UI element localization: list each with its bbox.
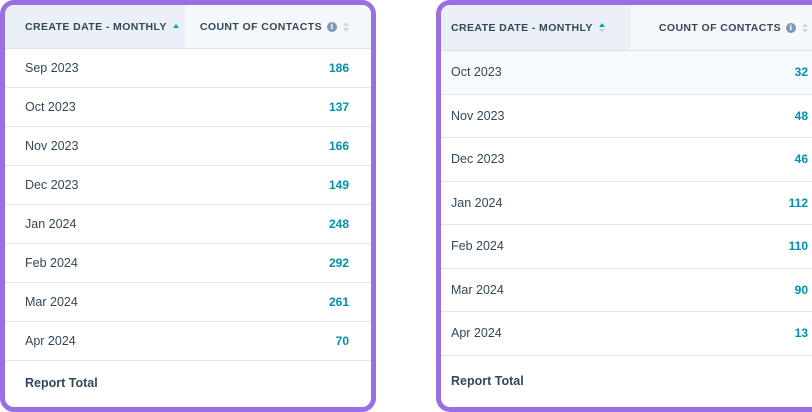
sort-icon[interactable] bbox=[343, 21, 349, 32]
table-row: Jan 2024 112 bbox=[441, 182, 812, 225]
column-header-label: COUNT OF CONTACTS bbox=[658, 21, 781, 34]
table-row: Sep 2023 186 bbox=[5, 49, 371, 88]
report-total-row: Report Total bbox=[5, 361, 371, 405]
table-row: Oct 2023 32 bbox=[441, 51, 812, 95]
table-row: Nov 2023 48 bbox=[441, 95, 812, 138]
month-cell: Dec 2023 bbox=[25, 178, 79, 192]
table-row: Feb 2024 292 bbox=[5, 244, 371, 283]
column-header-label: CREATE DATE - MONTHLY bbox=[25, 20, 167, 33]
count-cell[interactable]: 292 bbox=[328, 256, 349, 270]
table-header: CREATE DATE - MONTHLY COUNT OF CONTACTS … bbox=[441, 5, 812, 51]
column-header-label: COUNT OF CONTACTS bbox=[199, 20, 322, 33]
count-cell[interactable]: 112 bbox=[788, 195, 808, 210]
report-total-label: Report Total bbox=[25, 376, 98, 390]
count-cell[interactable]: 48 bbox=[794, 108, 808, 123]
table-row: Nov 2023 166 bbox=[5, 127, 371, 166]
table-row: Mar 2024 90 bbox=[441, 269, 812, 312]
count-cell[interactable]: 166 bbox=[328, 139, 349, 153]
report-table-right: CREATE DATE - MONTHLY COUNT OF CONTACTS … bbox=[436, 0, 812, 412]
month-cell: Jan 2024 bbox=[451, 195, 503, 210]
count-cell[interactable]: 137 bbox=[328, 100, 349, 114]
count-cell[interactable]: 46 bbox=[794, 152, 808, 167]
report-total-label: Report Total bbox=[451, 373, 524, 388]
report-total-row: Report Total bbox=[441, 356, 812, 406]
table-row: Mar 2024 261 bbox=[5, 283, 371, 322]
table-row: Apr 2024 13 bbox=[441, 312, 812, 356]
column-header-label: CREATE DATE - MONTHLY bbox=[451, 21, 593, 34]
count-cell[interactable]: 70 bbox=[335, 334, 349, 348]
month-cell: Apr 2024 bbox=[451, 326, 502, 341]
count-cell[interactable]: 90 bbox=[794, 282, 808, 297]
month-cell: Feb 2024 bbox=[25, 256, 78, 270]
month-cell: Nov 2023 bbox=[451, 108, 505, 123]
column-header-create-date[interactable]: CREATE DATE - MONTHLY bbox=[441, 5, 630, 50]
table-row: Feb 2024 110 bbox=[441, 225, 812, 269]
info-icon[interactable]: i bbox=[786, 22, 796, 33]
sort-icon[interactable] bbox=[802, 22, 808, 33]
table-row: Dec 2023 149 bbox=[5, 166, 371, 205]
table-row: Jan 2024 248 bbox=[5, 205, 371, 244]
table-header: CREATE DATE - MONTHLY COUNT OF CONTACTS … bbox=[5, 5, 371, 49]
table-row: Apr 2024 70 bbox=[5, 322, 371, 361]
month-cell: Oct 2023 bbox=[25, 100, 76, 114]
count-cell[interactable]: 13 bbox=[794, 326, 808, 341]
column-header-count-of-contacts[interactable]: COUNT OF CONTACTS i bbox=[185, 5, 371, 48]
count-cell[interactable]: 149 bbox=[328, 178, 349, 192]
column-header-create-date[interactable]: CREATE DATE - MONTHLY bbox=[5, 5, 185, 48]
count-cell[interactable]: 32 bbox=[794, 65, 808, 80]
count-cell[interactable]: 261 bbox=[328, 295, 349, 309]
count-cell[interactable]: 110 bbox=[788, 239, 808, 254]
month-cell: Mar 2024 bbox=[451, 282, 504, 297]
month-cell: Mar 2024 bbox=[25, 295, 78, 309]
table-row: Dec 2023 46 bbox=[441, 138, 812, 182]
month-cell: Nov 2023 bbox=[25, 139, 79, 153]
month-cell: Dec 2023 bbox=[451, 152, 505, 167]
month-cell: Oct 2023 bbox=[451, 65, 502, 80]
month-cell: Feb 2024 bbox=[451, 239, 504, 254]
sort-ascending-icon[interactable] bbox=[172, 23, 179, 30]
count-cell[interactable]: 248 bbox=[328, 217, 349, 231]
table-row: Oct 2023 137 bbox=[5, 88, 371, 127]
count-cell[interactable]: 186 bbox=[328, 61, 349, 75]
info-icon[interactable]: i bbox=[327, 21, 337, 32]
sort-ascending-icon[interactable] bbox=[598, 22, 605, 33]
column-header-count-of-contacts[interactable]: COUNT OF CONTACTS i bbox=[630, 5, 812, 50]
month-cell: Jan 2024 bbox=[25, 217, 77, 231]
month-cell: Sep 2023 bbox=[25, 61, 79, 75]
month-cell: Apr 2024 bbox=[25, 334, 76, 348]
report-table-left: CREATE DATE - MONTHLY COUNT OF CONTACTS … bbox=[0, 0, 376, 412]
